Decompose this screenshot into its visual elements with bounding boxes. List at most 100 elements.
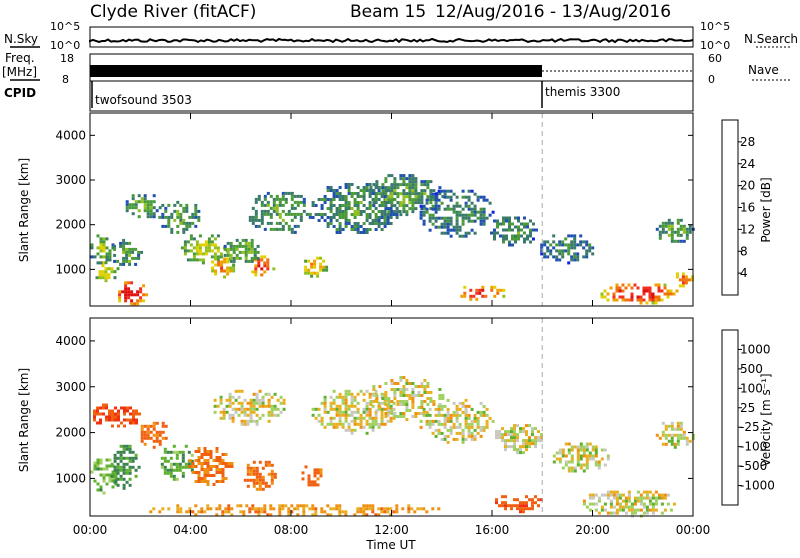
power-colorbar-label: Power [dB] <box>759 177 773 242</box>
echo-cluster <box>301 465 323 487</box>
echo-cluster <box>140 421 168 449</box>
echo-cluster <box>419 398 495 444</box>
nsky-tick-bottom: 10^0 <box>50 39 80 52</box>
power-colorbar-tick: 20 <box>740 179 755 193</box>
nsearch-tick-top: 10^5 <box>700 20 730 33</box>
nave-label: Nave <box>748 63 779 77</box>
nave-tick-bottom: 0 <box>708 73 715 86</box>
echo-cluster <box>495 424 543 455</box>
velocity-ylabel: Slant Range [km] <box>17 368 31 472</box>
nsky-strip <box>89 26 694 48</box>
velocity-colorbar-tick: -100 <box>740 440 767 454</box>
cpid-strip <box>89 80 694 112</box>
velocity-ytick-label: 4000 <box>55 334 86 348</box>
nsky-label: N.Sky <box>4 32 38 46</box>
echo-cluster <box>223 238 260 263</box>
velocity-colorbar-label: Velocity [m s⁻¹] <box>759 373 773 466</box>
freq-tick-top: 18 <box>60 52 74 65</box>
nsky-trace <box>89 37 694 44</box>
echo-cluster <box>304 256 329 278</box>
freq-unit: [MHz] <box>2 65 37 79</box>
xtick-label: 12:00 <box>374 523 409 537</box>
echo-cluster <box>311 389 396 435</box>
power-ylabel: Slant Range [km] <box>17 158 31 262</box>
echo-cluster <box>125 194 162 219</box>
echo-cluster <box>113 238 144 266</box>
echo-cluster <box>490 216 538 247</box>
power-ytick-label: 3000 <box>55 173 86 187</box>
echo-cluster <box>118 281 149 306</box>
xtick-label: 08:00 <box>274 523 309 537</box>
echo-cluster <box>369 174 445 217</box>
freq-tick-bottom: 8 <box>62 73 69 86</box>
cpid-mode-2: themis 3300 <box>545 85 620 99</box>
velocity-colorbar-tick: 1000 <box>740 342 771 356</box>
echo-cluster <box>110 444 141 490</box>
power-ytick-label: 4000 <box>55 128 86 142</box>
echo-cluster <box>93 403 141 428</box>
velocity-ytick-label: 1000 <box>55 471 86 485</box>
echo-cluster <box>149 504 441 517</box>
echo-cluster <box>160 444 194 481</box>
velocity-ytick-label: 2000 <box>55 426 86 440</box>
cpid-label: CPID <box>4 86 36 100</box>
xtick-label: 00:00 <box>676 523 711 537</box>
date-range: 12/Aug/2016 - 13/Aug/2016 <box>435 2 671 22</box>
power-colorbar: 4 8 12 16 20 24 28 <box>721 119 755 296</box>
station-title: Clyde River (fitACF) <box>90 2 256 22</box>
power-colorbar-tick: 24 <box>740 157 755 171</box>
xtick-label: 04:00 <box>173 523 208 537</box>
echo-cluster <box>460 285 506 301</box>
echo-cluster <box>213 389 286 426</box>
power-colorbar-tick: 16 <box>740 201 755 215</box>
velocity-colorbar-tick: 500 <box>740 362 763 376</box>
nsearch-tick-bottom: 10^0 <box>700 39 730 52</box>
echo-cluster <box>655 218 695 243</box>
velocity-colorbar-tick: 25 <box>740 401 755 415</box>
velocity-colorbar: 1000 500 100 25 -25 -100 -500 -1000 <box>721 329 775 506</box>
velocity-colorbar-tick: -500 <box>740 459 767 473</box>
nave-tick-top: 60 <box>708 52 722 65</box>
power-colorbar-tick: 28 <box>740 135 755 149</box>
echo-cluster <box>158 200 201 234</box>
beam-label: Beam 15 <box>350 2 426 22</box>
power-ytick-label: 1000 <box>55 262 86 276</box>
echo-cluster <box>655 421 695 449</box>
echo-cluster <box>180 234 229 265</box>
power-colorbar-tick: 12 <box>740 222 755 236</box>
echo-cluster <box>243 460 277 491</box>
velocity-ytick-label: 3000 <box>55 380 86 394</box>
echo-cluster <box>95 261 120 283</box>
echo-cluster <box>248 191 312 234</box>
echo-cluster <box>90 458 118 495</box>
echo-cluster <box>552 442 610 473</box>
echo-cluster <box>495 495 543 514</box>
velocity-colorbar-tick: -1000 <box>740 479 775 493</box>
freq-bar <box>90 65 542 77</box>
power-panel <box>90 113 695 306</box>
xtick-label: 16:00 <box>475 523 510 537</box>
echo-cluster <box>540 234 595 265</box>
power-colorbar-tick: 8 <box>740 244 748 258</box>
echo-cluster <box>675 272 694 288</box>
cpid-mode-1: twofsound 3503 <box>95 93 192 107</box>
power-ytick-label: 2000 <box>55 218 86 232</box>
freq-label: Freq. <box>5 51 35 65</box>
xaxis-label: Time UT <box>365 538 416 552</box>
echo-cluster <box>600 283 679 305</box>
velocity-colorbar-tick: -25 <box>740 420 760 434</box>
echo-cluster <box>369 376 445 421</box>
echo-cluster <box>419 189 495 238</box>
xtick-label: 20:00 <box>575 523 610 537</box>
echo-cluster <box>211 257 236 279</box>
velocity-colorbar-tick: 100 <box>740 381 763 395</box>
xtick-label: 00:00 <box>73 523 108 537</box>
nsearch-label: N.Search <box>744 32 798 46</box>
echo-cluster <box>188 447 234 486</box>
echo-cluster <box>90 234 115 265</box>
power-colorbar-tick: 4 <box>740 266 748 280</box>
nsky-tick-top: 10^5 <box>50 20 80 33</box>
velocity-panel <box>90 318 695 518</box>
echo-cluster <box>582 490 676 518</box>
